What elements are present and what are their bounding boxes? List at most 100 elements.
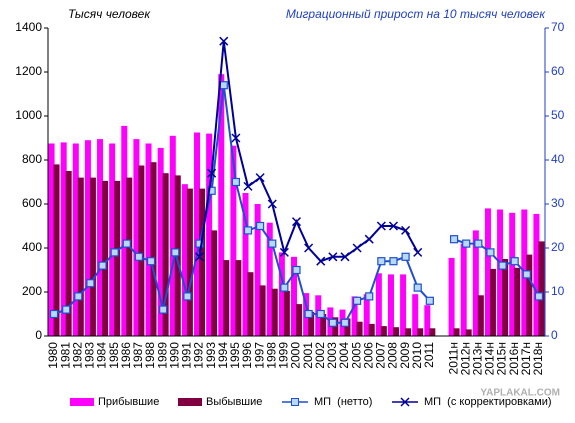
point — [243, 181, 253, 191]
x-tick-label: 2006 — [361, 342, 375, 369]
bar — [150, 162, 157, 336]
point — [474, 239, 483, 248]
point — [522, 270, 531, 279]
bar — [223, 260, 230, 336]
x-tick-label: 1994 — [216, 342, 230, 369]
x-tick-label: 1985 — [107, 342, 121, 369]
bar — [126, 177, 133, 336]
y2-tick-label: 0 — [551, 328, 558, 342]
point — [255, 173, 265, 183]
point — [352, 243, 362, 253]
bar — [271, 288, 278, 336]
point — [498, 261, 507, 270]
bar — [363, 294, 370, 336]
bar — [368, 323, 375, 336]
y2-tick-label: 40 — [551, 152, 565, 166]
legend-marker — [291, 398, 299, 406]
bar — [472, 230, 479, 336]
legend-label: Прибывшие — [98, 396, 159, 408]
point — [510, 257, 519, 266]
point — [219, 81, 228, 90]
bar — [429, 328, 436, 336]
bar — [169, 135, 176, 336]
bar — [477, 295, 484, 336]
point — [328, 252, 338, 262]
point — [388, 221, 399, 231]
x-tick-label: 2011н — [446, 342, 460, 374]
point — [425, 296, 434, 305]
point — [231, 177, 240, 187]
bar — [254, 204, 261, 336]
bar — [320, 314, 327, 336]
point — [292, 265, 301, 275]
bar — [157, 147, 164, 336]
bar — [48, 143, 55, 336]
x-tick-label: 1986 — [119, 342, 133, 369]
y2-tick-label: 20 — [551, 240, 565, 254]
x-tick-label: 1983 — [83, 342, 97, 369]
x-tick-label: 1990 — [167, 342, 181, 369]
x-tick-label: 2010 — [410, 342, 424, 369]
x-tick-label: 1991 — [180, 342, 194, 369]
bar — [60, 142, 67, 336]
point — [74, 292, 83, 301]
bar — [102, 180, 109, 336]
point — [462, 239, 471, 248]
bar — [412, 294, 419, 336]
point — [377, 257, 386, 266]
point — [207, 168, 217, 178]
y-tick-label: 1400 — [15, 20, 42, 34]
point — [534, 292, 544, 301]
x-tick-label: 1987 — [131, 342, 145, 369]
x-tick-label: 2004 — [337, 342, 351, 369]
bar — [526, 254, 533, 336]
y2-axis-title: Миграционный прирост на 10 тысяч человек — [286, 7, 546, 21]
point — [304, 309, 313, 319]
y-tick-label: 600 — [22, 196, 42, 210]
point — [98, 261, 107, 270]
bar — [194, 132, 201, 336]
point — [62, 305, 71, 314]
point — [183, 292, 192, 301]
point — [304, 243, 314, 253]
point — [316, 309, 325, 319]
y2-tick-label: 60 — [551, 64, 565, 78]
y-tick-label: 1200 — [15, 64, 42, 78]
point — [389, 257, 398, 266]
bar — [218, 74, 225, 336]
point — [353, 296, 362, 305]
x-tick-label: 1995 — [228, 342, 242, 369]
bar — [235, 260, 242, 336]
point — [365, 292, 374, 301]
bar — [375, 273, 382, 336]
point — [413, 283, 422, 292]
x-tick-label: 2003 — [325, 342, 339, 369]
x-tick-label: 1988 — [143, 342, 157, 369]
point — [159, 305, 168, 314]
x-tick-label: 2014н — [483, 342, 497, 375]
point — [194, 252, 205, 262]
point — [171, 248, 180, 257]
bar — [538, 241, 545, 336]
bar — [53, 164, 60, 336]
y-tick-label: 1000 — [15, 108, 42, 122]
bar — [509, 212, 516, 336]
x-tick-label: 2013н — [471, 342, 485, 375]
x-tick-label: 1996 — [240, 342, 254, 369]
x-tick-label: 2008 — [386, 342, 400, 369]
x-tick-label: 1993 — [204, 342, 218, 369]
y2-tick-label: 30 — [551, 196, 565, 210]
bar — [533, 213, 540, 336]
y-tick-label: 0 — [35, 328, 42, 342]
bar — [162, 173, 169, 336]
watermark: YAPLAKAL.COM — [480, 388, 560, 399]
bar — [387, 274, 394, 336]
x-tick-label: 2009 — [398, 342, 412, 369]
x-tick-label: 1999 — [277, 342, 291, 369]
x-tick-label: 1997 — [252, 342, 266, 369]
point — [243, 226, 253, 235]
legend-swatch — [178, 398, 202, 406]
x-tick-label: 2015н — [495, 342, 509, 375]
bar — [230, 145, 237, 336]
